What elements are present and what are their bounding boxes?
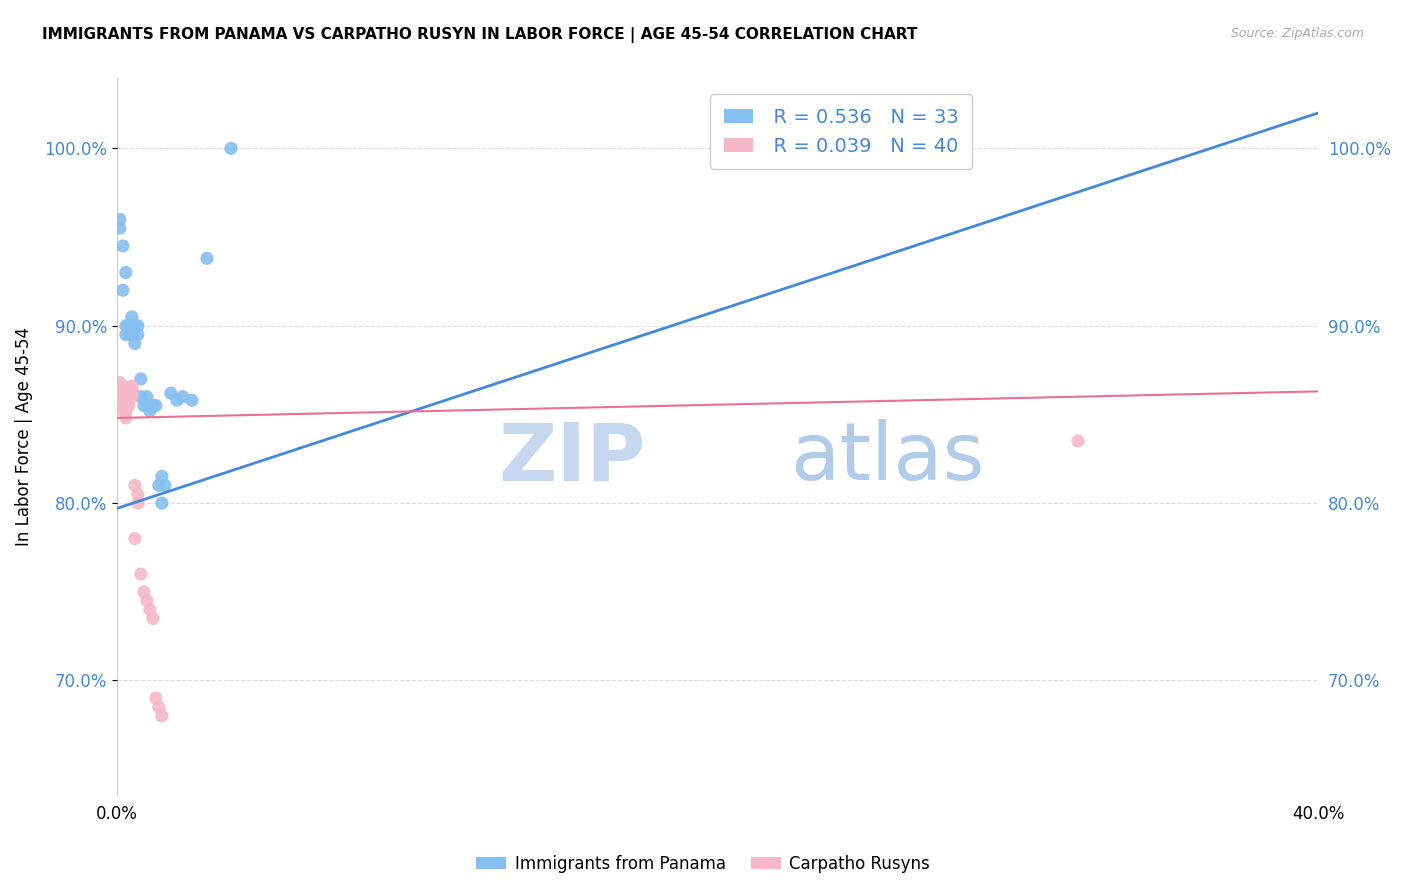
Point bbox=[108, 386, 131, 401]
Point bbox=[115, 266, 138, 280]
Point bbox=[108, 376, 131, 390]
Point bbox=[148, 700, 170, 714]
Point bbox=[111, 404, 134, 418]
Point bbox=[142, 611, 165, 625]
Point bbox=[111, 239, 134, 253]
Point bbox=[132, 584, 155, 599]
Point bbox=[115, 318, 138, 333]
Point bbox=[195, 252, 218, 266]
Text: IMMIGRANTS FROM PANAMA VS CARPATHO RUSYN IN LABOR FORCE | AGE 45-54 CORRELATION : IMMIGRANTS FROM PANAMA VS CARPATHO RUSYN… bbox=[42, 27, 918, 43]
Text: ZIP: ZIP bbox=[498, 419, 645, 497]
Point bbox=[135, 399, 157, 413]
Point bbox=[108, 212, 131, 227]
Point bbox=[166, 393, 188, 408]
Point bbox=[111, 283, 134, 297]
Point bbox=[135, 390, 157, 404]
Point bbox=[115, 401, 138, 415]
Point bbox=[150, 469, 173, 483]
Point bbox=[127, 327, 149, 342]
Point bbox=[111, 393, 134, 408]
Point bbox=[160, 386, 183, 401]
Point bbox=[132, 399, 155, 413]
Point bbox=[124, 478, 146, 492]
Point bbox=[219, 141, 242, 155]
Point bbox=[115, 390, 138, 404]
Point bbox=[127, 487, 149, 501]
Point bbox=[1067, 434, 1090, 448]
Point bbox=[129, 390, 152, 404]
Point bbox=[172, 390, 194, 404]
Point bbox=[115, 411, 138, 425]
Point bbox=[142, 399, 165, 413]
Point bbox=[124, 532, 146, 546]
Point bbox=[139, 404, 162, 418]
Point bbox=[118, 318, 141, 333]
Legend:   R = 0.536   N = 33,   R = 0.039   N = 40: R = 0.536 N = 33, R = 0.039 N = 40 bbox=[710, 95, 972, 169]
Point bbox=[129, 567, 152, 582]
Point bbox=[127, 318, 149, 333]
Point bbox=[108, 221, 131, 235]
Point bbox=[111, 399, 134, 413]
Point bbox=[115, 397, 138, 411]
Point bbox=[129, 372, 152, 386]
Point bbox=[118, 327, 141, 342]
Point bbox=[145, 691, 167, 706]
Y-axis label: In Labor Force | Age 45-54: In Labor Force | Age 45-54 bbox=[15, 327, 32, 546]
Point bbox=[115, 327, 138, 342]
Point bbox=[111, 386, 134, 401]
Point bbox=[148, 478, 170, 492]
Text: atlas: atlas bbox=[790, 419, 984, 497]
Point bbox=[108, 390, 131, 404]
Point bbox=[121, 310, 143, 324]
Point bbox=[121, 390, 143, 404]
Point bbox=[181, 393, 204, 408]
Point bbox=[121, 383, 143, 397]
Point bbox=[127, 496, 149, 510]
Point bbox=[111, 390, 134, 404]
Point bbox=[145, 399, 167, 413]
Point bbox=[135, 593, 157, 607]
Point bbox=[153, 478, 176, 492]
Point bbox=[118, 390, 141, 404]
Point bbox=[115, 393, 138, 408]
Point bbox=[111, 379, 134, 393]
Point bbox=[124, 318, 146, 333]
Point bbox=[115, 406, 138, 420]
Point bbox=[118, 393, 141, 408]
Point bbox=[118, 384, 141, 399]
Point bbox=[150, 496, 173, 510]
Point bbox=[121, 327, 143, 342]
Point bbox=[121, 386, 143, 401]
Point bbox=[115, 386, 138, 401]
Point bbox=[139, 602, 162, 616]
Point bbox=[108, 399, 131, 413]
Point bbox=[108, 381, 131, 395]
Point bbox=[150, 709, 173, 723]
Point bbox=[121, 379, 143, 393]
Point bbox=[111, 383, 134, 397]
Point bbox=[118, 399, 141, 413]
Text: Source: ZipAtlas.com: Source: ZipAtlas.com bbox=[1230, 27, 1364, 40]
Point bbox=[124, 336, 146, 351]
Legend: Immigrants from Panama, Carpatho Rusyns: Immigrants from Panama, Carpatho Rusyns bbox=[470, 848, 936, 880]
